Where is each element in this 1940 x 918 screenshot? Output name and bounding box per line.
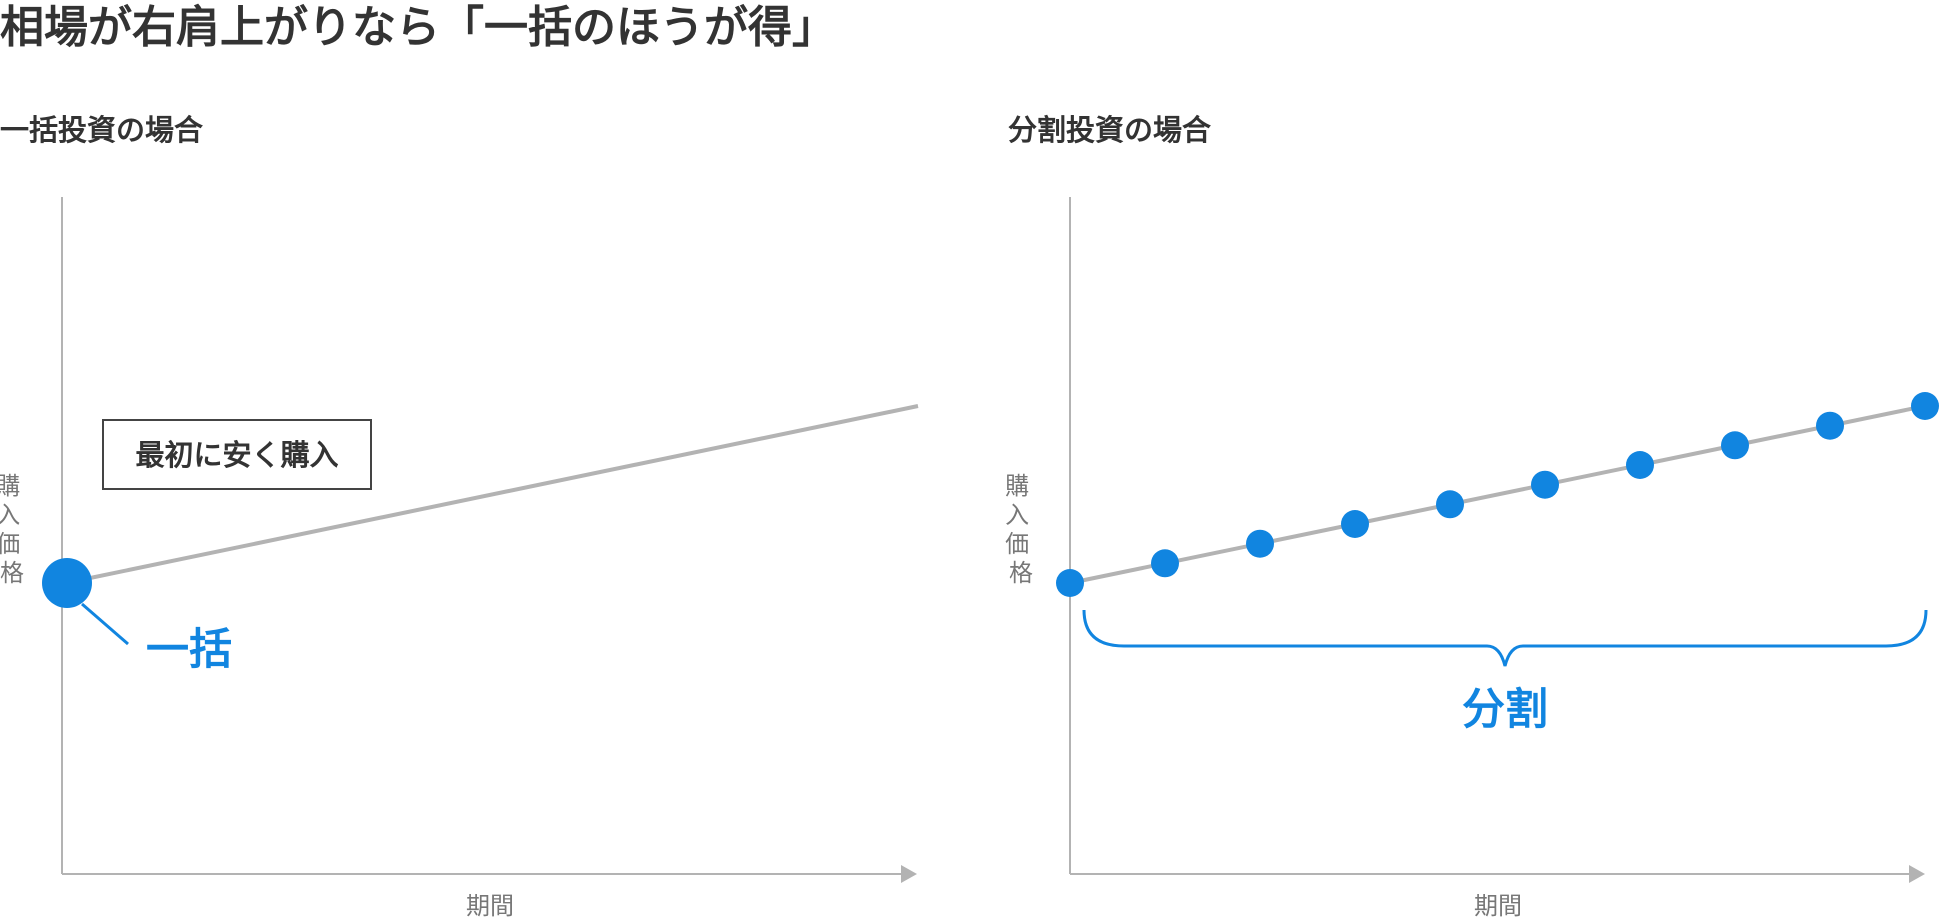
callout-box <box>102 419 372 490</box>
x-axis-arrow-icon <box>1909 865 1925 883</box>
y-axis-label-char: 入 <box>1005 501 1029 529</box>
y-axis-label-char: 格 <box>1009 559 1033 587</box>
installment-point <box>1246 529 1274 558</box>
y-axis-label-char: 入 <box>0 501 20 529</box>
x-axis-arrow-icon <box>901 865 917 883</box>
installment-point <box>1151 549 1179 578</box>
y-axis-label: 購 入 価 格 <box>1005 472 1037 587</box>
lump-sum-panel: 購 入 価 格 期間 最初に安く購入 一括 <box>0 197 919 918</box>
x-axis-label: 期間 <box>466 892 514 918</box>
price-trend-line <box>65 404 919 585</box>
x-axis-label: 期間 <box>1474 892 1522 918</box>
installment-point <box>1626 451 1654 479</box>
lump-sum-label: 一括 <box>146 625 232 675</box>
y-axis-label: 購 入 価 格 <box>0 472 28 587</box>
installment-point <box>1816 411 1844 440</box>
y-axis-label-char: 購 <box>1005 472 1029 500</box>
installment-points <box>1056 392 1939 597</box>
y-axis-label-char: 価 <box>1005 530 1029 558</box>
installment-panel: 購 入 価 格 期間 分割 <box>1005 197 1939 918</box>
y-axis-label-char: 格 <box>0 559 24 587</box>
y-axis-label-char: 購 <box>0 472 20 500</box>
y-axis-label-char: 価 <box>0 530 20 558</box>
leader-line <box>81 602 129 646</box>
installment-panel-title: 分割投資の場合 <box>1008 113 1212 147</box>
installment-point <box>1436 490 1464 519</box>
lump-sum-point <box>42 558 92 608</box>
installment-point <box>1531 470 1559 499</box>
page-title: 相場が右肩上がりなら「一括のほうが得」 <box>0 2 836 53</box>
price-trend-line <box>1069 404 1926 585</box>
installment-point <box>1721 431 1749 460</box>
installment-point <box>1056 569 1084 597</box>
installment-point <box>1911 392 1939 420</box>
installment-point <box>1341 510 1369 538</box>
lump-sum-panel-title: 一括投資の場合 <box>0 113 204 147</box>
callout-text: 最初に安く購入 <box>135 438 338 472</box>
period-brace <box>1082 609 1928 667</box>
installment-label: 分割 <box>1462 685 1548 735</box>
